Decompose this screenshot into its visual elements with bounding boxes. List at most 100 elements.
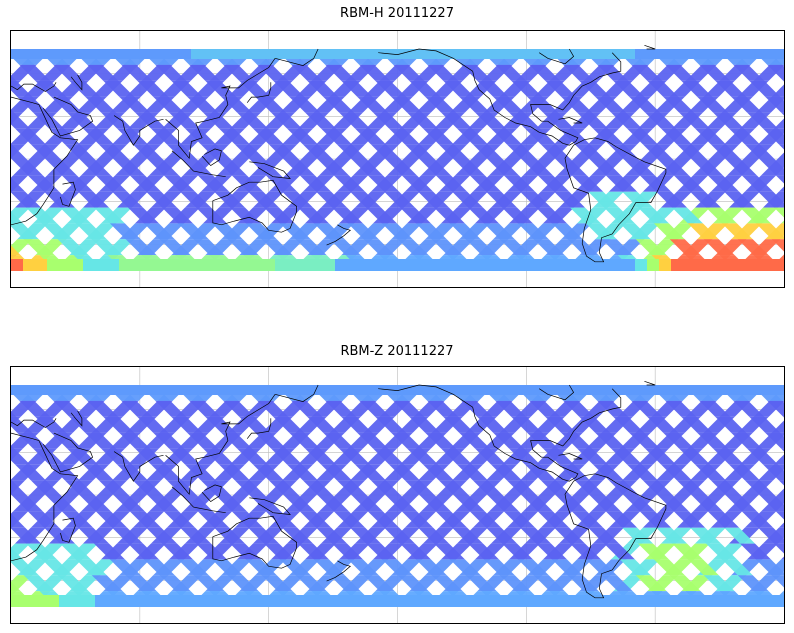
swath-segment — [774, 207, 784, 218]
swath-segment — [227, 239, 259, 256]
swath-segment — [313, 223, 345, 240]
swath-segment — [85, 96, 116, 113]
swath-segment — [608, 144, 640, 160]
swath-segment — [778, 144, 784, 150]
swath-band-bottom — [383, 259, 396, 271]
swath-band-bottom — [467, 259, 480, 271]
swath-segment — [644, 448, 676, 465]
swath-segment — [125, 239, 157, 256]
swath-segment — [470, 175, 502, 192]
swath-segment — [502, 543, 533, 560]
swath-segment — [783, 416, 784, 418]
swath-band-top — [35, 385, 48, 395]
swath-segment — [279, 223, 311, 240]
swath-band-bottom — [107, 259, 120, 271]
swath-band-bottom — [83, 259, 96, 271]
swath-segment — [273, 80, 305, 97]
swath-segment — [740, 543, 771, 560]
swath-band-bottom — [707, 259, 720, 271]
swath-segment — [298, 543, 329, 560]
swath-segment — [551, 559, 583, 576]
swath-segment — [150, 128, 182, 145]
swath-segment — [472, 480, 504, 496]
swath-band-top — [491, 49, 504, 59]
swath-segment — [440, 112, 472, 129]
swath-band-bottom — [119, 595, 132, 607]
swath-segment — [318, 496, 350, 512]
coastline-path — [113, 451, 164, 482]
swath-segment — [307, 80, 339, 97]
swath-band-bottom — [167, 595, 180, 607]
coastline-path — [275, 384, 319, 402]
swath-segment — [517, 223, 549, 240]
swath-band-bottom — [551, 595, 564, 607]
swath-segment — [459, 96, 490, 113]
swath-segment — [610, 448, 642, 465]
swath-segment — [57, 239, 89, 256]
swath-segment — [767, 64, 784, 81]
swath-segment — [279, 559, 311, 576]
swath-segment — [338, 448, 370, 465]
swath-band-top — [275, 385, 288, 395]
swath-band-bottom — [359, 259, 372, 271]
swath-band-top — [191, 49, 204, 59]
swath-segment — [495, 400, 527, 417]
swath-segment — [474, 112, 506, 129]
swath-segment — [393, 64, 425, 81]
swath-band-bottom — [539, 595, 552, 607]
swath-segment — [660, 128, 692, 145]
swath-segment — [193, 239, 225, 256]
swath-band-bottom — [299, 259, 312, 271]
swath-segment — [613, 80, 645, 97]
swath-band-top — [563, 49, 576, 59]
swath-band-top — [683, 385, 696, 395]
swath-band-bottom — [431, 595, 444, 607]
swath-segment — [85, 432, 116, 449]
swath-segment — [230, 207, 261, 224]
swath-band-bottom — [239, 259, 252, 271]
swath-band-top — [635, 49, 648, 59]
swath-segment — [710, 144, 742, 160]
coastline-path — [11, 432, 79, 562]
swath-band-top — [515, 385, 528, 395]
swath-band-bottom — [83, 595, 96, 607]
swath-band-top — [167, 49, 180, 59]
swath-segment — [318, 160, 350, 176]
swath-segment — [418, 191, 450, 208]
swath-segment — [11, 112, 30, 129]
swath-band-bottom — [371, 259, 384, 271]
swath-band-top — [659, 49, 672, 59]
swath-band-bottom — [191, 259, 204, 271]
swath-band-bottom — [455, 595, 468, 607]
swath-band-bottom — [275, 259, 288, 271]
swath-segment — [529, 400, 561, 417]
coastline-path — [165, 58, 276, 160]
swath-segment — [60, 543, 91, 560]
swath-segment — [726, 496, 758, 512]
swath-segment — [370, 144, 402, 160]
swath-segment — [11, 143, 12, 145]
swath-segment — [434, 207, 465, 224]
swath-segment — [588, 191, 620, 208]
swath-band-bottom — [179, 595, 192, 607]
swath-band-top — [395, 49, 408, 59]
swath-band-bottom — [575, 259, 588, 271]
swath-band-top — [215, 49, 228, 59]
swath-segment — [214, 527, 246, 544]
swath-band-bottom — [47, 259, 60, 271]
swath-segment — [658, 496, 690, 512]
swath-band-bottom — [215, 259, 228, 271]
swath-segment — [749, 80, 781, 97]
swath-band-bottom — [779, 595, 784, 607]
swath-segment — [431, 239, 463, 256]
swath-segment — [216, 160, 248, 176]
swath-band-top — [443, 49, 456, 59]
swath-band-bottom — [95, 259, 108, 271]
swath-band-top — [587, 49, 600, 59]
swath-segment — [663, 96, 694, 113]
swath-band-bottom — [131, 595, 144, 607]
swath-segment — [517, 559, 549, 576]
swath-segment — [11, 559, 39, 576]
swath-segment — [386, 496, 418, 512]
swath-band-top — [671, 49, 684, 59]
